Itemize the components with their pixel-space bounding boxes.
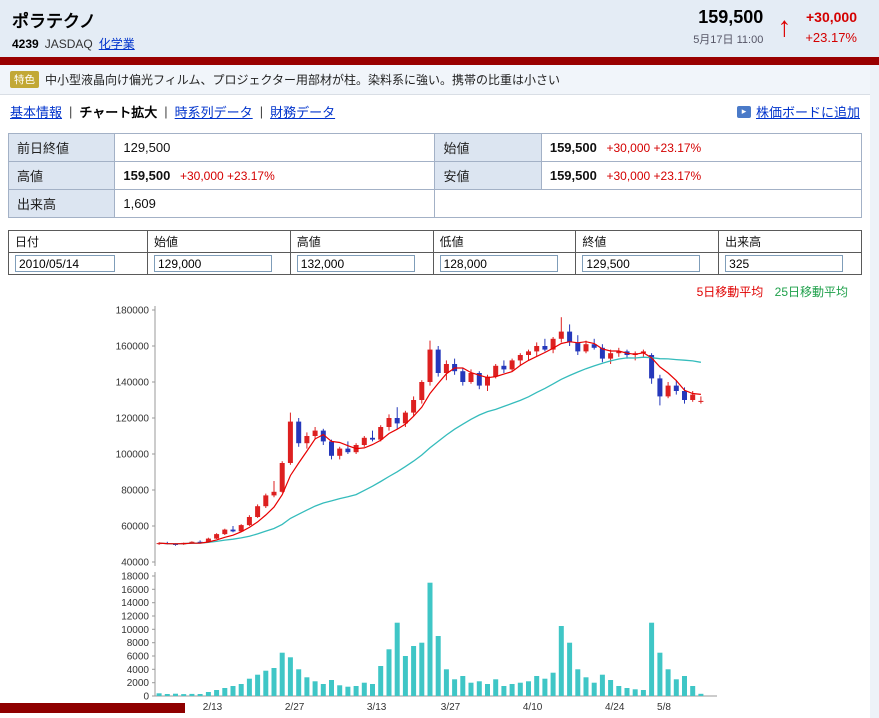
close-input[interactable] <box>582 255 701 272</box>
svg-text:8000: 8000 <box>127 638 150 649</box>
svg-text:18000: 18000 <box>121 572 149 583</box>
high-value: 159,500 <box>123 168 171 183</box>
svg-text:2/13: 2/13 <box>203 702 223 713</box>
high-input[interactable] <box>296 255 415 272</box>
low-change: +30,000 +23.17% <box>606 169 702 183</box>
feature-row: 特色 中小型液晶向け偏光フィルム、プロジェクター用部材が柱。染料系に強い。携帯の… <box>0 65 870 95</box>
svg-text:4/24: 4/24 <box>605 702 625 713</box>
svg-text:60000: 60000 <box>121 522 149 533</box>
table-row: 高値 159,500 +30,000 +23.17% 安値 159,500 +3… <box>7 161 863 190</box>
stock-header: ポラテクノ 4239 JASDAQ 化学業 159,500 5月17日 11:00 … <box>0 0 879 57</box>
nav-financial-data[interactable]: 財務データ <box>270 105 336 120</box>
svg-text:3/13: 3/13 <box>367 702 387 713</box>
stock-name: ポラテクノ <box>12 12 96 31</box>
col-header-close: 終値 <box>575 230 720 253</box>
svg-text:160000: 160000 <box>116 342 150 353</box>
quote-table: 前日終値 129,500 始値 159,500 +30,000 +23.17% … <box>7 133 863 218</box>
high-change: +30,000 +23.17% <box>179 169 275 183</box>
low-value: 159,500 <box>549 168 597 183</box>
price-change-percent: +23.17% <box>805 30 857 45</box>
add-to-board-link[interactable]: 株価ボードに追加 <box>755 105 860 120</box>
col-header-low: 低値 <box>432 230 577 253</box>
date-input[interactable] <box>15 255 115 272</box>
feature-badge: 特色 <box>10 71 39 88</box>
svg-text:10000: 10000 <box>121 625 149 636</box>
svg-text:140000: 140000 <box>116 378 150 389</box>
svg-text:5/8: 5/8 <box>657 702 671 713</box>
low-input[interactable] <box>439 255 558 272</box>
svg-text:16000: 16000 <box>121 585 149 596</box>
ma5-legend-label: 5日移動平均 <box>696 285 764 299</box>
table-row: 出来高 1,609 <box>7 189 862 218</box>
high-label: 高値 <box>7 161 116 190</box>
stock-identity: ポラテクノ 4239 JASDAQ 化学業 <box>12 7 135 52</box>
svg-text:4000: 4000 <box>127 665 150 676</box>
nav-separator: | <box>69 104 73 119</box>
svg-text:4/10: 4/10 <box>523 702 543 713</box>
open-input[interactable] <box>153 255 272 272</box>
col-header-date: 日付 <box>8 230 148 253</box>
ohlc-input-table: 日付 始値 高値 低値 終値 出来高 <box>8 230 862 275</box>
empty-cell <box>434 189 862 218</box>
nav-time-series[interactable]: 時系列データ <box>174 105 253 120</box>
svg-text:120000: 120000 <box>116 414 150 425</box>
nav-basic-info[interactable]: 基本情報 <box>10 105 63 120</box>
prev-close-label: 前日終値 <box>7 133 116 162</box>
volume-input[interactable] <box>725 255 844 272</box>
col-header-high: 高値 <box>289 230 434 253</box>
price-volume-chart: 4000060000800001000001200001400001600001… <box>116 306 717 713</box>
table-header-row: 日付 始値 高値 低値 終値 出来高 <box>8 230 862 253</box>
svg-text:2/27: 2/27 <box>285 702 305 713</box>
footer-bar <box>0 703 185 713</box>
nav-row: 基本情報 | チャート拡大 | 時系列データ | 財務データ ▸ 株価ボードに追… <box>0 95 870 127</box>
open-label: 始値 <box>434 133 542 162</box>
industry-link[interactable]: 化学業 <box>98 37 135 51</box>
nav-separator: | <box>259 104 264 119</box>
current-price: 159,500 <box>698 7 764 27</box>
quote-datetime: 5月17日 11:00 <box>693 34 764 46</box>
up-arrow-icon: ↑ <box>777 11 792 42</box>
svg-text:2000: 2000 <box>127 678 150 689</box>
svg-text:12000: 12000 <box>121 612 149 623</box>
open-change: +30,000 +23.17% <box>606 141 702 155</box>
header-divider-bar <box>0 57 879 65</box>
chart-legend: 5日移動平均 25日移動平均 <box>0 283 848 300</box>
nav-chart-expand-active[interactable]: チャート拡大 <box>79 105 158 120</box>
ma25-legend-label: 25日移動平均 <box>774 285 848 299</box>
volume-value: 1,609 <box>123 196 156 211</box>
svg-text:180000: 180000 <box>116 306 150 317</box>
low-label: 安値 <box>434 161 542 190</box>
col-header-open: 始値 <box>146 230 291 253</box>
table-input-row <box>8 252 862 275</box>
main-content: 特色 中小型液晶向け偏光フィルム、プロジェクター用部材が柱。染料系に強い。携帯の… <box>0 65 870 718</box>
price-change: +30,000 <box>806 9 857 25</box>
nav-separator: | <box>164 104 168 119</box>
svg-text:100000: 100000 <box>116 450 150 461</box>
svg-text:3/27: 3/27 <box>441 702 461 713</box>
col-header-volume: 出来高 <box>718 230 862 253</box>
svg-text:0: 0 <box>143 692 149 703</box>
svg-text:80000: 80000 <box>121 486 149 497</box>
volume-label: 出来高 <box>7 189 116 218</box>
stock-code: 4239 <box>12 37 39 51</box>
svg-text:6000: 6000 <box>127 652 150 663</box>
svg-text:14000: 14000 <box>121 598 149 609</box>
svg-text:40000: 40000 <box>121 558 149 569</box>
feature-text: 中小型液晶向け偏光フィルム、プロジェクター用部材が柱。染料系に強い。携帯の比重は… <box>45 73 561 87</box>
open-value: 159,500 <box>549 140 597 155</box>
table-row: 前日終値 129,500 始値 159,500 +30,000 +23.17% <box>7 133 863 162</box>
market-label: JASDAQ <box>44 37 93 51</box>
add-board-icon[interactable]: ▸ <box>736 105 751 118</box>
prev-close-value: 129,500 <box>123 140 171 155</box>
